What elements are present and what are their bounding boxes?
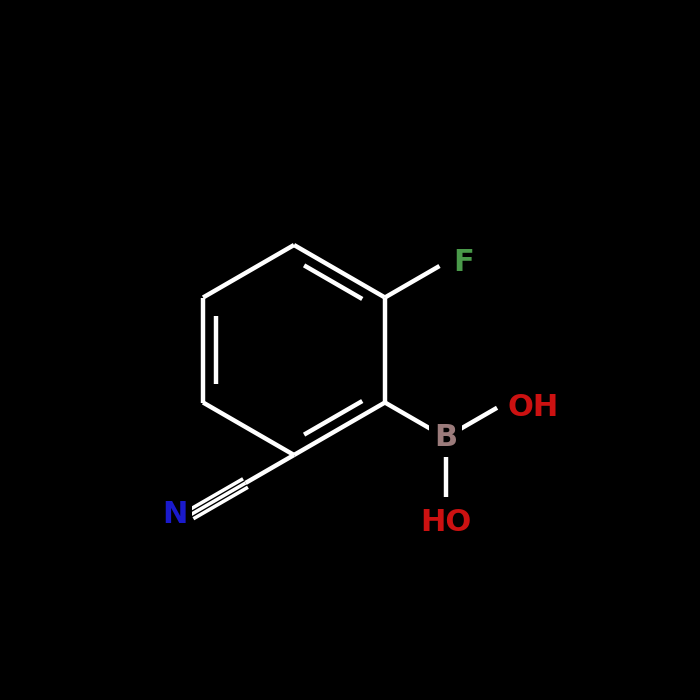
Text: HO: HO (420, 508, 471, 536)
Text: N: N (162, 500, 188, 529)
Text: F: F (454, 248, 474, 277)
Text: B: B (434, 423, 457, 452)
Text: OH: OH (508, 393, 559, 422)
